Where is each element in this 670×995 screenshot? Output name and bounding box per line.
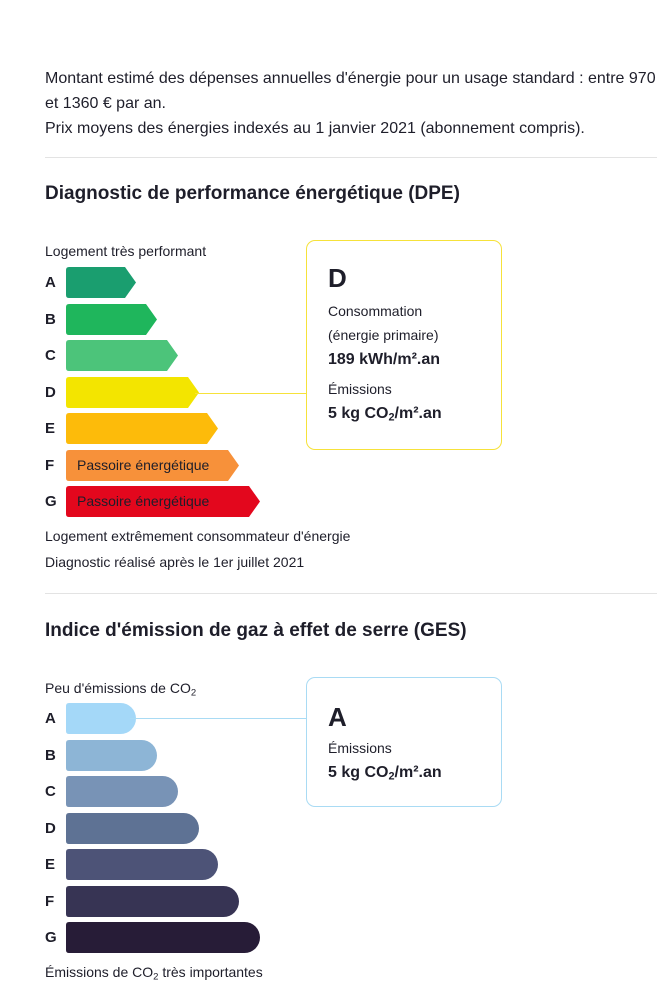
ges-bar-shape <box>66 849 218 880</box>
ges-bar-shape <box>66 885 239 917</box>
dpe-class-letter: B <box>45 310 56 328</box>
dpe-bar-f <box>66 449 239 481</box>
dpe-bar-c <box>66 340 178 371</box>
consumption-label: Consommation <box>328 303 423 319</box>
dpe-bar-g <box>66 486 260 517</box>
ges-grade: A <box>328 702 347 732</box>
ges-class-letter: F <box>45 892 55 910</box>
dpe-bar-shape <box>66 413 218 444</box>
ges-row-b: B <box>45 739 275 771</box>
dpe-emissions-value: 5 kg CO2/m².an <box>328 405 442 424</box>
price-index-text: Prix moyens des énergies indexés au 1 ja… <box>45 120 585 137</box>
ges-row-c: C <box>45 776 275 807</box>
ges-title: Indice d'émission de gaz à effet de serr… <box>45 620 467 641</box>
dpe-row-d: D <box>45 376 275 408</box>
dpe-connector-line <box>195 393 307 394</box>
ges-bar-shape <box>66 776 178 807</box>
annual-cost-text: Montant estimé des dépenses annuelles d'… <box>45 70 656 112</box>
ges-row-e: E <box>45 849 275 880</box>
annual-cost-intro: Montant estimé des dépenses annuelles d'… <box>45 66 660 141</box>
dpe-bottom-label: Logement extrêmement consommateur d'éner… <box>45 528 351 544</box>
ges-top-label: Peu d'émissions de CO2 <box>45 680 197 699</box>
dpe-grade: D <box>328 263 347 293</box>
divider <box>45 593 657 594</box>
ges-row-g: G <box>45 922 275 953</box>
ges-bar-shape <box>66 703 136 734</box>
dpe-row-a: A <box>45 267 275 298</box>
ges-class-letter: D <box>45 819 56 837</box>
dpe-row-e: E <box>45 413 275 444</box>
bar-label: Passoire énergétique <box>77 493 210 509</box>
ges-class-letter: G <box>45 929 57 946</box>
dpe-result-card: D Consommation (énergie primaire) 189 kW… <box>306 240 502 450</box>
ges-class-letter: C <box>45 783 56 800</box>
ges-bar-g <box>66 922 260 953</box>
dpe-bar-shape <box>66 376 199 408</box>
dpe-bar-shape <box>66 340 178 371</box>
dpe-bar-a <box>66 267 136 298</box>
ges-bar-e <box>66 849 218 880</box>
dpe-bar-shape <box>66 486 260 517</box>
ges-row-d: D <box>45 812 275 844</box>
dpe-class-letter: G <box>45 493 57 510</box>
ges-bar-shape <box>66 922 260 953</box>
consumption-sublabel: (énergie primaire) <box>328 327 439 343</box>
ges-connector-line <box>130 718 307 719</box>
dpe-class-letter: F <box>45 456 55 474</box>
dpe-bar-b <box>66 303 157 335</box>
ges-bar-shape <box>66 812 199 844</box>
ges-bar-a <box>66 703 136 734</box>
ges-bar-d <box>66 812 199 844</box>
dpe-row-c: C <box>45 340 275 371</box>
dpe-bar-shape <box>66 449 239 481</box>
dpe-title: Diagnostic de performance énergétique (D… <box>45 183 460 204</box>
dpe-row-b: B <box>45 303 275 335</box>
consumption-value: 189 kWh/m².an <box>328 351 441 368</box>
dpe-class-letter: D <box>45 383 56 401</box>
ges-bar-c <box>66 776 178 807</box>
ges-bar-b <box>66 739 157 771</box>
dpe-bar-d <box>66 376 199 408</box>
dpe-bar-shape <box>66 267 136 298</box>
ges-class-letter: A <box>45 710 56 727</box>
ges-row-a: A <box>45 703 275 734</box>
ges-row-f: F <box>45 885 275 917</box>
dpe-row-f: F Passoire énergétique <box>45 449 275 481</box>
dpe-emissions-label: Émissions <box>328 381 392 397</box>
dpe-class-letter: A <box>45 274 56 291</box>
ges-result-card: A Émissions 5 kg CO2/m².an <box>306 677 502 807</box>
dpe-bar-e <box>66 413 218 444</box>
bar-label: Passoire énergétique <box>77 456 210 473</box>
dpe-row-g: G Passoire énergétique <box>45 486 275 517</box>
dpe-class-letter: E <box>45 420 56 437</box>
ges-class-letter: E <box>45 856 56 873</box>
ges-emissions-value: 5 kg CO2/m².an <box>328 764 442 783</box>
ges-emissions-label: Émissions <box>328 740 392 756</box>
dpe-footnote: Diagnostic réalisé après le 1er juillet … <box>45 554 305 570</box>
ges-bottom-label: Émissions de CO2 très importantes <box>45 964 263 983</box>
dpe-bar-shape <box>66 303 157 335</box>
ges-bar-shape <box>66 739 157 771</box>
divider <box>45 157 657 158</box>
dpe-class-letter: C <box>45 347 56 364</box>
dpe-top-label: Logement très performant <box>45 243 207 259</box>
ges-bar-f <box>66 885 239 917</box>
ges-class-letter: B <box>45 746 56 764</box>
